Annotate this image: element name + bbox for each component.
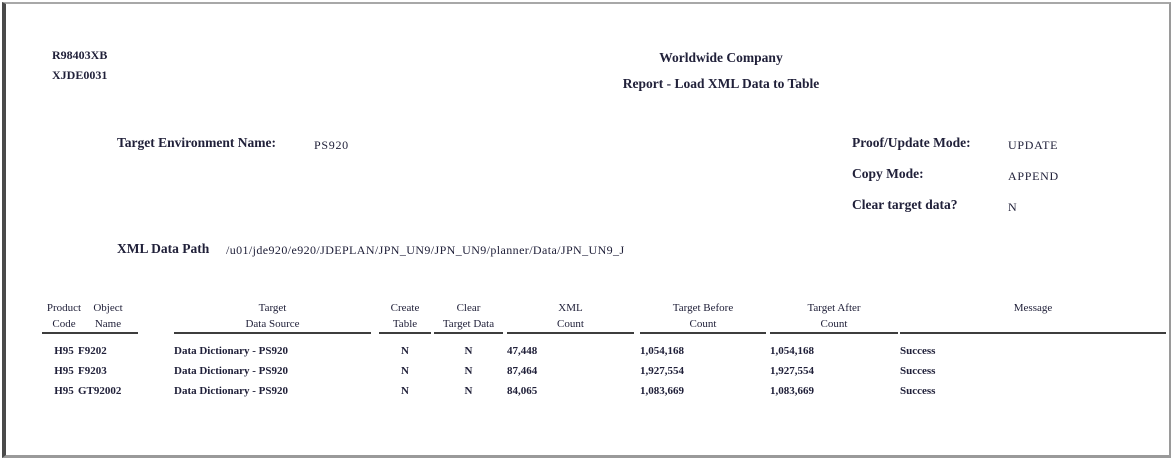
copy-mode-label: Copy Mode: xyxy=(852,166,924,181)
cell-target-after-count: 1,083,669 xyxy=(770,385,814,397)
xml-data-path-value: /u01/jde920/e920/JDEPLAN/JPN_UN9/JPN_UN9… xyxy=(226,243,625,257)
company-name: Worldwide Company xyxy=(659,50,783,65)
cell-xml-count: 47,448 xyxy=(507,345,538,357)
column-header-line1: Clear xyxy=(456,302,481,314)
xml-data-path-label: XML Data Path xyxy=(117,241,210,256)
cell-object-name: GT92002 xyxy=(78,385,122,397)
column-header-line2: Count xyxy=(557,318,584,330)
cell-target-after-count: 1,927,554 xyxy=(770,365,814,377)
column-header-create-table: Create Table xyxy=(379,300,431,334)
cell-target-after-count: 1,054,168 xyxy=(770,345,814,357)
cell-create-table: N xyxy=(401,365,409,377)
column-header-line1: XML xyxy=(558,302,583,314)
cell-create-table: N xyxy=(401,385,409,397)
cell-clear-target-data: N xyxy=(464,345,473,357)
column-header-line1: Target xyxy=(258,302,287,314)
column-header-line1: Object xyxy=(93,302,123,314)
column-header-line2: Count xyxy=(820,318,848,330)
column-header-line2: Target Data xyxy=(442,318,495,330)
proof-update-mode-value: UPDATE xyxy=(1008,138,1059,152)
cell-message: Success xyxy=(900,345,936,357)
cell-xml-count: 87,464 xyxy=(507,365,538,377)
report-title: Report - Load XML Data to Table xyxy=(622,76,820,91)
cell-create-table: N xyxy=(401,345,409,357)
clear-target-data-label: Clear target data? xyxy=(852,197,958,212)
column-header-line1: Product xyxy=(46,302,82,314)
cell-message: Success xyxy=(900,385,936,397)
copy-mode-value: APPEND xyxy=(1008,169,1059,183)
cell-target-before-count: 1,054,168 xyxy=(640,345,684,357)
report-header: Worldwide Company Report - Load XML Data… xyxy=(421,50,1021,92)
column-header-line2: Code xyxy=(52,318,76,330)
cell-product-code: H95 xyxy=(54,345,74,357)
column-header-target-before-count: Target Before Count xyxy=(640,300,766,334)
clear-target-data-value: N xyxy=(1008,200,1018,214)
cell-target-before-count: 1,083,669 xyxy=(640,385,684,397)
cell-product-code: H95 xyxy=(54,385,74,397)
column-header-line2: Data Source xyxy=(245,318,300,330)
target-environment-label: Target Environment Name: xyxy=(117,135,276,150)
column-header-target-data-source: Target Data Source xyxy=(174,300,371,334)
column-header-line1: Create xyxy=(390,302,420,314)
column-header-clear-target-data: Clear Target Data xyxy=(434,300,503,334)
column-header-message: Message xyxy=(900,300,1166,334)
report-version: XJDE0031 xyxy=(52,68,108,82)
column-header-line1: Message xyxy=(1013,302,1053,314)
column-header-object-name: Object Name xyxy=(78,300,138,334)
cell-clear-target-data: N xyxy=(464,385,473,397)
column-header-line1: Target After xyxy=(807,302,861,314)
cell-target-data-source: Data Dictionary - PS920 xyxy=(174,345,288,357)
column-header-xml-count: XML Count xyxy=(507,300,634,334)
column-header-product-code: Product Code xyxy=(42,300,86,334)
column-header-line2: Count xyxy=(689,318,717,330)
cell-target-before-count: 1,927,554 xyxy=(640,365,684,377)
cell-target-data-source: Data Dictionary - PS920 xyxy=(174,385,288,397)
cell-xml-count: 84,065 xyxy=(507,385,538,397)
target-environment-value: PS920 xyxy=(314,138,349,152)
column-header-line2: Name xyxy=(94,318,122,330)
cell-message: Success xyxy=(900,365,936,377)
cell-object-name: F9203 xyxy=(78,365,107,377)
cell-clear-target-data: N xyxy=(464,365,473,377)
cell-product-code: H95 xyxy=(54,365,74,377)
report-id: R98403XB xyxy=(52,48,108,62)
cell-object-name: F9202 xyxy=(78,345,107,357)
cell-target-data-source: Data Dictionary - PS920 xyxy=(174,365,288,377)
column-header-line1: Target Before xyxy=(672,302,734,314)
column-header-target-after-count: Target After Count xyxy=(770,300,898,334)
column-header-line2: Table xyxy=(392,318,418,330)
proof-update-mode-label: Proof/Update Mode: xyxy=(852,135,971,150)
